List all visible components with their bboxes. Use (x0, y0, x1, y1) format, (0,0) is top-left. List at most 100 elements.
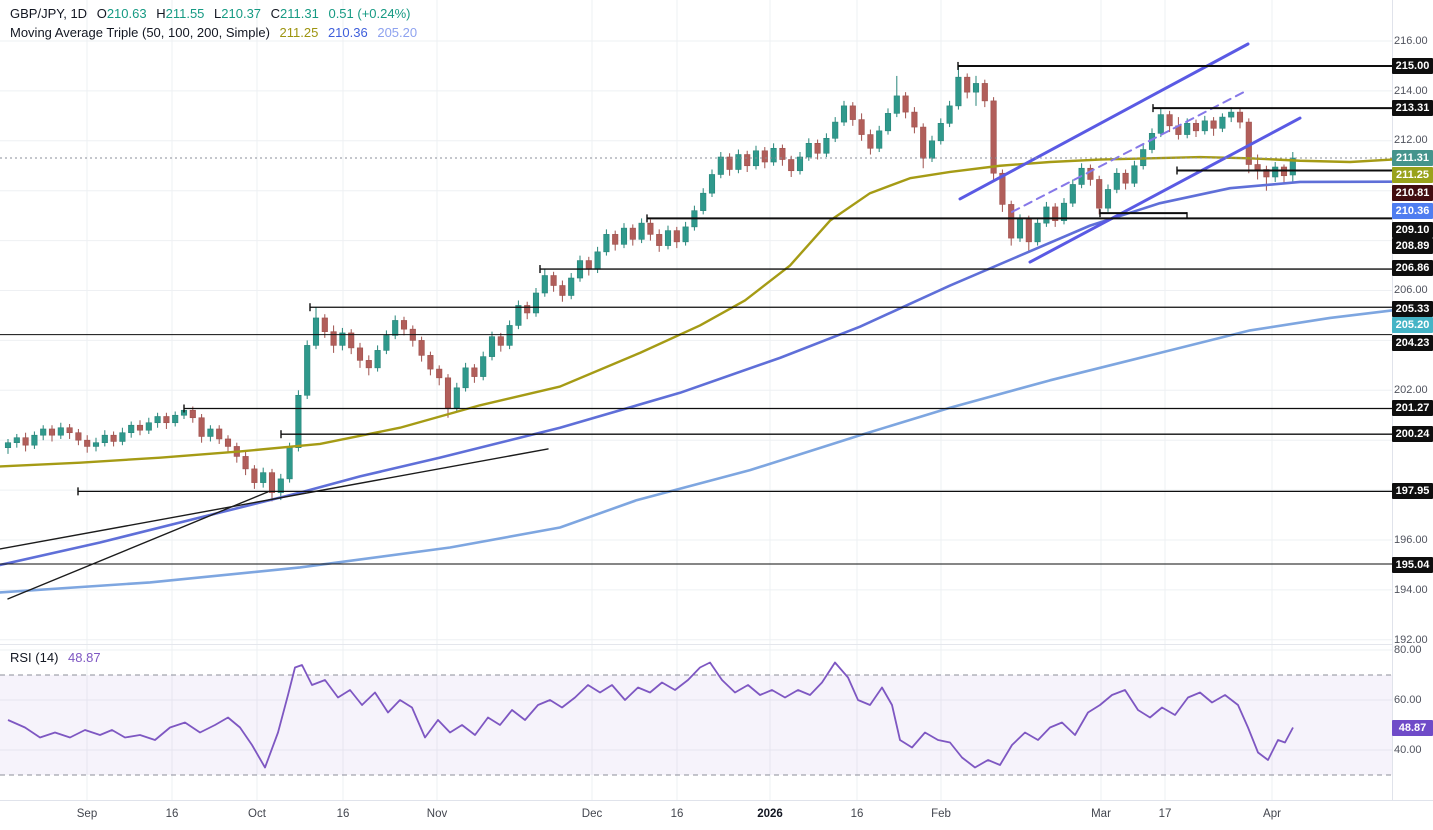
candle-body (330, 331, 337, 346)
candle-body (717, 156, 724, 175)
rsi-value: 48.87 (68, 650, 101, 665)
time-label-2026: 2026 (757, 808, 783, 820)
candle-body (559, 285, 566, 296)
axis-badge-215.00: 215.00 (1392, 58, 1433, 74)
candle-body (453, 387, 460, 409)
candle-body (902, 95, 909, 113)
trendline-black[interactable] (7, 491, 269, 600)
candle-body (145, 422, 152, 431)
candle-body (136, 424, 144, 431)
candle-body (955, 76, 962, 107)
candle-body (224, 438, 232, 447)
candle-body (585, 260, 592, 270)
low-label: L (214, 6, 222, 21)
symbol-title[interactable]: GBP/JPY, 1D (10, 6, 88, 21)
candle-body (1184, 123, 1191, 135)
candle-body (1219, 116, 1226, 129)
candle-body (471, 367, 478, 377)
candle-body (1104, 189, 1112, 209)
candle-body (216, 428, 223, 440)
candle-body (735, 154, 742, 170)
axis-label-196.00: 196.00 (1394, 534, 1428, 546)
candle-body (13, 437, 20, 443)
candle-body (312, 317, 320, 346)
candle-body (163, 416, 170, 424)
candle-body (286, 447, 293, 480)
candle-body (400, 320, 408, 330)
trendline-blue-dashed[interactable] (1011, 88, 1249, 213)
candle-body (48, 428, 56, 436)
candle-body (1008, 204, 1015, 239)
rsi-line (7, 661, 1294, 769)
candle-body (682, 226, 689, 243)
candle-body (348, 332, 355, 349)
candle-body (920, 126, 927, 159)
candle-body (277, 478, 284, 493)
candle-body (321, 317, 328, 332)
time-label-Nov: Nov (426, 808, 448, 820)
ma200-line (0, 309, 1394, 594)
candle-body (1210, 120, 1217, 129)
candle-body (304, 345, 311, 396)
trendline-blue[interactable] (1028, 116, 1302, 264)
open-label: O (96, 6, 107, 21)
candle-body (937, 123, 944, 142)
ma50-value: 211.25 (279, 25, 319, 40)
candle-body (1157, 114, 1164, 134)
symbol-legend-row[interactable]: GBP/JPY, 1D O210.63 H211.55 L210.37 C211… (10, 6, 411, 21)
candle-body (1016, 219, 1024, 239)
axis-badge-210.81: 210.81 (1392, 185, 1433, 201)
candle-body (1228, 111, 1235, 118)
candle-body (964, 76, 971, 93)
candle-body (154, 416, 161, 424)
time-label-Oct: Oct (248, 808, 266, 820)
candle-body (444, 377, 452, 409)
pane-separator[interactable] (0, 644, 1392, 645)
candle-body (893, 95, 900, 114)
candle-body (568, 277, 575, 296)
trendline-blue[interactable] (958, 42, 1250, 201)
candle-body (198, 417, 205, 437)
axis-badge-213.31: 213.31 (1392, 100, 1433, 116)
candle-body (1043, 206, 1050, 224)
axis-badge-209.10: 209.10 (1392, 222, 1433, 238)
candle-body (594, 251, 601, 270)
candle-body (172, 414, 179, 424)
axis-badge-210.36: 210.36 (1392, 203, 1433, 219)
candle-body (972, 83, 980, 93)
time-label-Feb: Feb (931, 808, 951, 820)
candle-body (981, 83, 988, 102)
rsi-band (0, 675, 1392, 775)
candle-body (427, 355, 434, 370)
ma50-line (0, 155, 1394, 468)
candle-body (990, 100, 997, 174)
time-label-16: 16 (165, 808, 179, 820)
rsi-legend-row[interactable]: RSI (14) 48.87 (10, 650, 101, 665)
candle-body (260, 472, 267, 483)
candle-body (761, 150, 768, 163)
candle-body (242, 456, 249, 470)
candle-body (1060, 202, 1068, 221)
close-label: C (270, 6, 281, 21)
candle-body (911, 111, 918, 128)
axis-badge-48.87: 48.87 (1392, 720, 1433, 736)
ma-legend-row[interactable]: Moving Average Triple (50, 100, 200, Sim… (10, 25, 417, 40)
open-value: 210.63 (106, 6, 147, 21)
axis-badge-205.33: 205.33 (1392, 301, 1433, 317)
candle-body (488, 336, 496, 357)
candle-body (823, 138, 830, 154)
axis-label-214.00: 214.00 (1394, 85, 1428, 97)
ma-indicator-title[interactable]: Moving Average Triple (50, 100, 200, Sim… (10, 25, 270, 40)
candle-body (75, 432, 82, 441)
axis-badge-201.27: 201.27 (1392, 400, 1433, 416)
candle-body (365, 360, 372, 369)
axis-badge-205.20: 205.20 (1392, 317, 1433, 333)
axis-label-60.00: 60.00 (1394, 694, 1422, 706)
rsi-title[interactable]: RSI (10, 650, 32, 665)
axis-badge-204.23: 204.23 (1392, 335, 1433, 351)
trendline-black[interactable] (0, 448, 549, 550)
candle-body (1122, 172, 1129, 184)
candle-body (814, 142, 821, 154)
